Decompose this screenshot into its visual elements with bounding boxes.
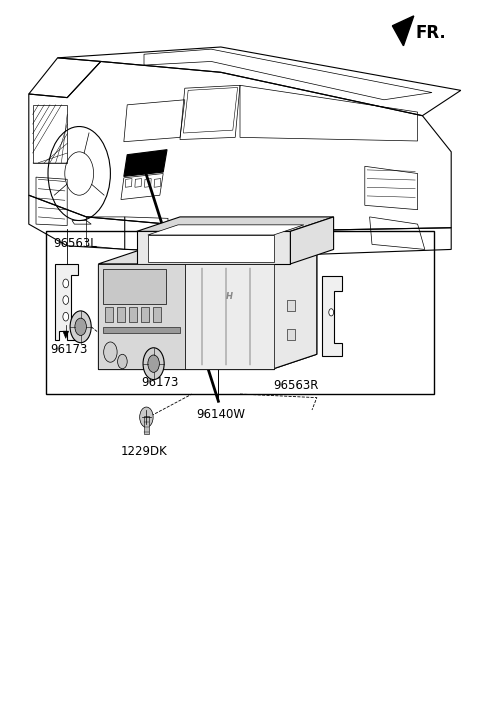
Circle shape (140, 407, 153, 427)
Text: 96173: 96173 (142, 376, 179, 389)
Circle shape (104, 342, 117, 362)
Polygon shape (98, 264, 274, 369)
Polygon shape (141, 307, 149, 322)
Text: 96100S: 96100S (269, 237, 313, 250)
Polygon shape (98, 264, 185, 369)
Polygon shape (129, 307, 137, 322)
Bar (46, 231, 434, 394)
Circle shape (70, 311, 91, 343)
Polygon shape (287, 300, 295, 311)
Text: FR.: FR. (415, 24, 446, 41)
Text: 1229DK: 1229DK (120, 445, 168, 458)
Circle shape (329, 309, 334, 316)
Polygon shape (148, 225, 304, 235)
Text: 96563L: 96563L (53, 237, 96, 250)
Polygon shape (148, 235, 274, 262)
Circle shape (63, 296, 69, 304)
Polygon shape (274, 249, 317, 369)
Circle shape (63, 279, 69, 288)
Circle shape (75, 318, 86, 335)
Polygon shape (103, 327, 180, 333)
Polygon shape (290, 217, 334, 264)
Circle shape (63, 312, 69, 321)
Polygon shape (287, 329, 295, 340)
Polygon shape (322, 276, 342, 356)
Text: 96563R: 96563R (274, 379, 319, 392)
Bar (144, 416, 149, 434)
Circle shape (143, 348, 164, 380)
Text: 96140W: 96140W (196, 408, 245, 422)
Polygon shape (117, 307, 125, 322)
Polygon shape (274, 249, 317, 369)
Polygon shape (98, 249, 317, 264)
Polygon shape (63, 331, 69, 338)
Text: H: H (226, 292, 233, 301)
Polygon shape (98, 264, 274, 369)
Polygon shape (392, 16, 414, 46)
Polygon shape (124, 150, 167, 176)
Circle shape (118, 354, 127, 369)
Circle shape (148, 355, 159, 372)
Polygon shape (103, 269, 166, 304)
Polygon shape (185, 264, 274, 369)
Polygon shape (137, 217, 334, 231)
Polygon shape (153, 307, 161, 322)
Polygon shape (137, 231, 290, 264)
Text: 96173: 96173 (50, 343, 88, 356)
Polygon shape (55, 264, 78, 340)
Polygon shape (105, 307, 113, 322)
